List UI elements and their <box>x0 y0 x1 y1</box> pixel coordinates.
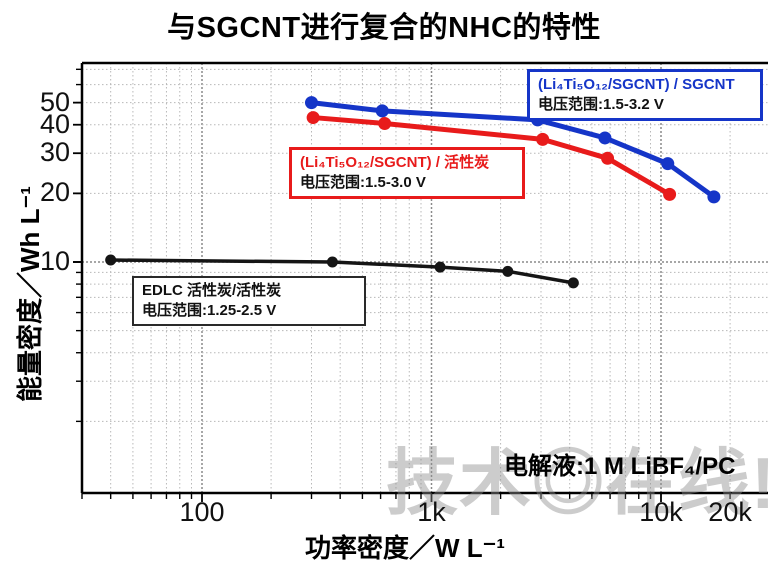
legend-series-name: EDLC 活性炭/活性炭 <box>142 282 282 299</box>
data-point <box>536 132 550 146</box>
legend-voltage-range: 电压范围:1.5-3.2 V <box>538 95 664 113</box>
x-tick-label: 10k <box>639 497 683 527</box>
legend-series-name: (Li₄Ti₅O₁₂/SGCNT) / SGCNT <box>538 76 735 93</box>
y-tick-label: 10 <box>39 245 70 276</box>
x-tick-label: 100 <box>179 497 225 527</box>
legend-voltage-range: 电压范围:1.5-3.0 V <box>300 173 426 191</box>
y-tick-label: 30 <box>39 137 70 168</box>
series-line-0 <box>311 100 716 199</box>
data-point <box>378 117 392 131</box>
legend-series-name: (Li₄Ti₅O₁₂/SGCNT) / 活性炭 <box>300 154 490 171</box>
data-point <box>105 254 117 266</box>
x-tick-label: 20k <box>708 497 752 527</box>
data-point <box>375 104 389 118</box>
legend-edlc: EDLC 活性炭/活性炭 电压范围:1.25-2.5 V <box>132 276 366 326</box>
y-tick-label: 40 <box>39 108 70 139</box>
legend-ltosgcnt-activated-carbon: (Li₄Ti₅O₁₂/SGCNT) / 活性炭 电压范围:1.5-3.0 V <box>289 147 525 199</box>
y-tick-label: 20 <box>39 177 70 208</box>
data-point <box>567 277 579 289</box>
x-axis-label: 功率密度／W L⁻¹ <box>304 533 506 563</box>
electrolyte-note: 电解液:1 M LiBF₄/PC <box>504 453 736 480</box>
chart-title: 与SGCNT进行复合的NHC的特性 <box>167 12 601 44</box>
legend-voltage-range: 电压范围:1.25-2.5 V <box>142 301 277 319</box>
legend-ltosgcnt-sgcnt: (Li₄Ti₅O₁₂/SGCNT) / SGCNT 电压范围:1.5-3.2 V <box>527 69 763 121</box>
data-point <box>601 151 615 165</box>
y-tick-label: 50 <box>39 86 70 117</box>
data-point <box>502 265 514 277</box>
data-point <box>306 111 320 125</box>
data-point <box>663 187 677 201</box>
data-point <box>598 131 612 145</box>
data-point <box>707 190 721 204</box>
data-point <box>434 261 446 273</box>
y-axis-label: 能量密度／Wh L⁻¹ <box>15 186 45 402</box>
data-point <box>304 96 318 110</box>
data-point <box>326 256 338 268</box>
x-tick-label: 1k <box>417 497 446 527</box>
data-point <box>661 157 675 171</box>
